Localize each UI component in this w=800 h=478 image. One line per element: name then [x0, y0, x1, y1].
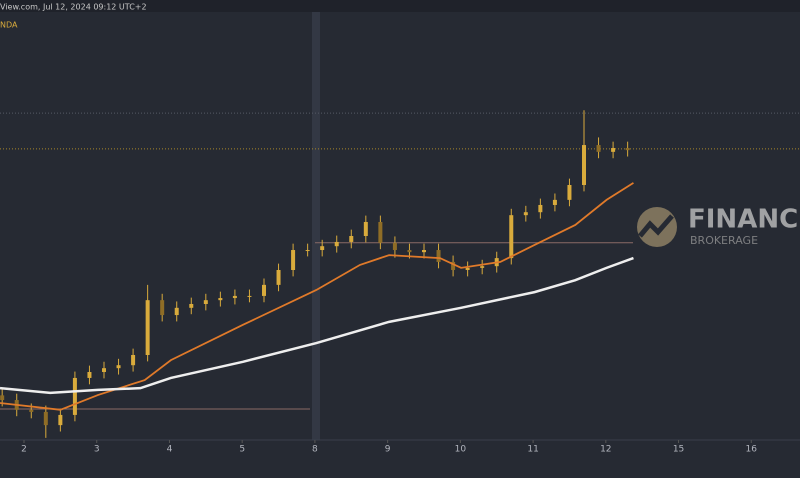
x-tick-label: 5 [239, 445, 245, 455]
x-tick-label: 15 [673, 445, 684, 455]
candle-body [625, 148, 630, 151]
candle-body [436, 250, 441, 262]
candle-body [509, 215, 514, 259]
x-tick-label: 4 [167, 445, 173, 455]
candle-body [363, 221, 368, 236]
watermark-logo-mark [638, 214, 674, 238]
x-tick-label: 10 [455, 445, 467, 455]
plot-area: 2 3 4 5 8 9 10 11 12 15 16 [0, 110, 800, 455]
candle-body [174, 307, 179, 316]
candle-body [582, 145, 586, 185]
candle-body [0, 395, 5, 401]
x-tick-label: 11 [527, 445, 538, 455]
moving-average [0, 256, 634, 395]
session-separator [312, 12, 320, 440]
x-tick-label: 9 [385, 445, 391, 455]
candle-body [276, 270, 281, 285]
candle-body [465, 267, 470, 270]
candle-body [611, 148, 616, 152]
candle-body [378, 221, 383, 243]
x-tick-label: 3 [94, 445, 100, 455]
candle-body [58, 414, 63, 426]
candle-body [305, 250, 310, 252]
candle-body [523, 212, 528, 216]
candle-body [451, 261, 456, 270]
candle-body [43, 411, 48, 426]
candle-body [72, 377, 77, 415]
header-source: View.com, Jul 12, 2024 09:12 UTC+2 [0, 3, 147, 12]
candle-body [538, 204, 543, 213]
watermark-sub: BROKERAGE [690, 234, 758, 247]
candle-body [131, 355, 136, 366]
candle-body [291, 250, 296, 270]
watermark: FINANCE BROKERAGE [637, 205, 800, 247]
candle-body [349, 236, 354, 242]
candle-body [102, 368, 106, 372]
candle-body [320, 246, 325, 251]
candle-body [29, 409, 34, 412]
x-tick-label: 8 [312, 445, 318, 455]
header-bar [0, 0, 800, 12]
x-tick-label: 2 [21, 445, 27, 455]
watermark-logo [637, 207, 677, 247]
header-symbol: NDA [0, 21, 18, 30]
candle-body [262, 284, 266, 296]
candle-body [392, 242, 397, 251]
candle-body [160, 300, 165, 316]
candle-body [116, 365, 121, 369]
x-tick-label: 12 [600, 445, 611, 455]
candle-body [407, 250, 412, 253]
candle-body [422, 250, 426, 253]
candle-body [87, 372, 92, 378]
candle-body [203, 300, 208, 304]
candle-body [232, 295, 237, 299]
candle-body [334, 241, 339, 247]
watermark-name: FINANCE [688, 205, 800, 235]
moving-average [0, 182, 634, 411]
candle-body [145, 300, 150, 355]
candle-body [567, 185, 572, 200]
x-tick-label: 16 [746, 445, 758, 455]
candle-body [189, 304, 194, 308]
candle-body [247, 295, 252, 297]
candle-body [596, 145, 601, 152]
candle-body [218, 298, 223, 301]
candle-body [480, 266, 485, 268]
candle-body [552, 199, 557, 205]
